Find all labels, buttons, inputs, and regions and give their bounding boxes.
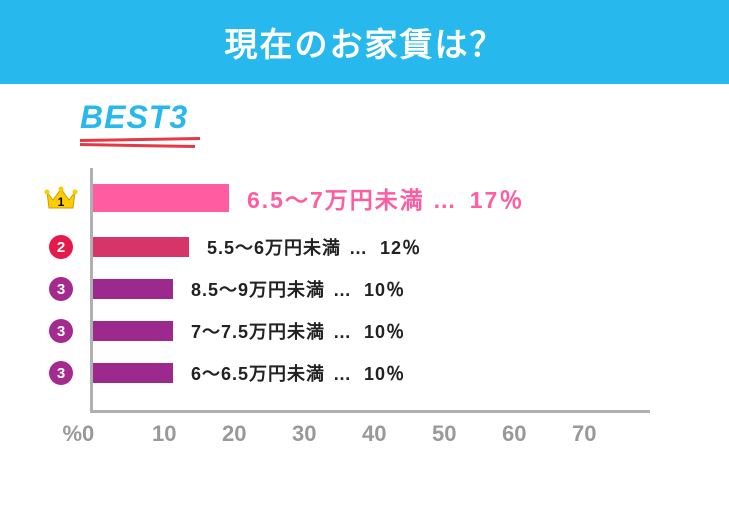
rank-icon: 1 — [43, 184, 79, 212]
axis-tick: 0 — [82, 421, 162, 447]
dots: … — [333, 322, 352, 342]
bar — [93, 237, 189, 257]
page-header: 現在のお家賃は？ — [0, 0, 729, 84]
svg-text:1: 1 — [58, 195, 65, 209]
row-label: 5.5～6万円未満 … 12％ — [207, 234, 421, 260]
row-label: 8.5～9万円未満 … 10％ — [191, 276, 405, 302]
chart-row: 37～7.5万円未満…10％ — [93, 314, 650, 348]
axis-tick: 70 — [572, 421, 652, 447]
row-label: 7～7.5万円未満 … 10％ — [191, 318, 405, 344]
rank-circle: 2 — [49, 235, 73, 259]
rank-circle: 3 — [49, 361, 73, 385]
category-label: 5.5～6万円未満 — [207, 238, 341, 258]
pct-value: 12％ — [380, 238, 421, 258]
pct-value: 17％ — [470, 187, 525, 213]
rank-icon: 3 — [43, 277, 79, 301]
axis-tick: 40 — [362, 421, 442, 447]
category-label: 7～7.5万円未満 — [191, 322, 325, 342]
rank-icon: 3 — [43, 361, 79, 385]
rank-icon: 2 — [43, 235, 79, 259]
chart-row: 36～6.5万円未満…10％ — [93, 356, 650, 390]
axis-tick: 10 — [152, 421, 232, 447]
axis-tick: 30 — [292, 421, 372, 447]
row-label: 6～6.5万円未満 … 10％ — [191, 360, 405, 386]
rank-icon: 3 — [43, 319, 79, 343]
axis-unit: % — [50, 421, 82, 447]
rank-circle: 3 — [49, 319, 73, 343]
chart-content: BEST3 1 6.5～7万円未満 … 17％ 2 5.5～6万円未満 … 12％ 3 8.5～… — [0, 84, 729, 447]
pct-value: 10％ — [364, 364, 405, 384]
crown-icon: 1 — [44, 184, 78, 212]
bar — [93, 363, 173, 383]
category-label: 6～6.5万円未満 — [191, 364, 325, 384]
dots: … — [333, 364, 352, 384]
category-label: 8.5～9万円未満 — [191, 280, 325, 300]
best3-badge: BEST3 — [80, 99, 188, 136]
x-axis: % 010203040506070 — [50, 421, 699, 447]
best3-underline — [80, 138, 210, 150]
bar — [93, 184, 229, 212]
pct-value: 10％ — [364, 322, 405, 342]
rank-circle: 3 — [49, 277, 73, 301]
axis-tick: 60 — [502, 421, 582, 447]
chart-row: 1 6.5～7万円未満…17％ — [93, 176, 650, 220]
pct-value: 10％ — [364, 280, 405, 300]
chart-body: 1 6.5～7万円未満…17％25.5～6万円未満…12％38.5～9万円未満…… — [90, 168, 650, 413]
dots: … — [349, 238, 368, 258]
axis-tick: 50 — [432, 421, 512, 447]
chart-row: 38.5～9万円未満…10％ — [93, 272, 650, 306]
axis-ticks: 010203040506070 — [92, 421, 652, 447]
chart-area: 1 6.5～7万円未満…17％25.5～6万円未満…12％38.5～9万円未満…… — [90, 168, 699, 447]
row-label: 6.5～7万円未満 … 17％ — [247, 181, 524, 215]
axis-tick: 20 — [222, 421, 302, 447]
chart-row: 25.5～6万円未満…12％ — [93, 230, 650, 264]
category-label: 6.5～7万円未満 — [247, 187, 425, 213]
dots: … — [333, 280, 352, 300]
bar — [93, 321, 173, 341]
bar — [93, 279, 173, 299]
header-title: 現在のお家賃は？ — [225, 26, 505, 63]
dots: … — [433, 187, 458, 213]
